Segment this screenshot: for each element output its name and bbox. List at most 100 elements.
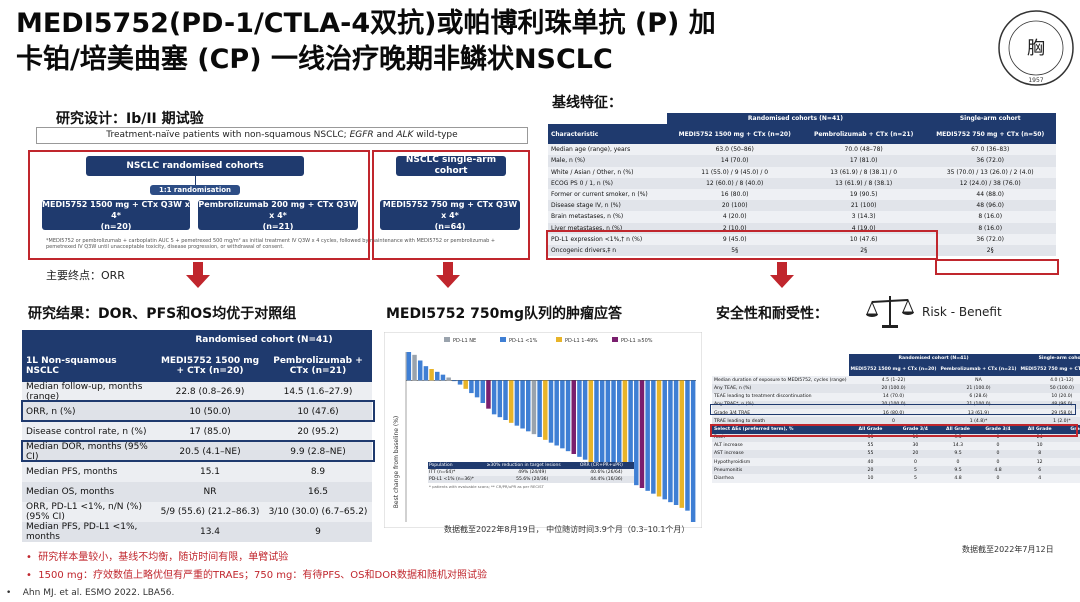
efficacy-corner [22, 330, 156, 350]
cell: 36 (72.0) [924, 233, 1056, 245]
cell: 0 [977, 474, 1019, 483]
waterfall-bar [463, 380, 468, 389]
table-row: Median age (range), years 63.0 (50–86) 70.… [548, 144, 1056, 156]
cell: 10 [848, 474, 893, 483]
cell: 63.0 (50–86) [666, 144, 803, 156]
waterfall-bar [423, 366, 429, 381]
waterfall-bar [480, 380, 486, 403]
cell: 4.8 [938, 474, 978, 483]
arm-b-box: Pembrolizumab 200 mg + CTx Q3W x 4* (n=21… [198, 200, 358, 231]
arm-b-line2: (n=21) [262, 221, 294, 231]
waterfall-bar [554, 380, 559, 446]
cell: 8 (16.0) [924, 211, 1056, 223]
waterfall-bar [469, 380, 474, 394]
cell: 24 [1018, 433, 1061, 442]
inset-footnote: * patients with evaluable scans; ** CR/P… [429, 484, 544, 489]
citation: • Ahn MJ. et al. ESMO 2022. LBA56. [6, 588, 175, 598]
population-and: and [373, 130, 397, 140]
cell: 0 [848, 417, 939, 426]
cell: Median age (range), years [548, 144, 667, 156]
cell: 55 [848, 433, 893, 442]
cell: Diarrhea [712, 474, 849, 483]
cell: Rash [712, 433, 849, 442]
cell: White / Asian / Other, n (%) [548, 166, 667, 178]
waterfall-chart: PD-L1 NE PD-L1 <1% PD-L1 1–49% PD-L1 ≥50% B… [384, 332, 702, 528]
table-row: Median duration of exposure to MEDI5752,… [712, 376, 1080, 385]
cell: 40 [848, 458, 893, 467]
waterfall-bar [628, 380, 633, 483]
waterfall-bar [406, 352, 412, 381]
cell: 21 (100) [802, 200, 925, 212]
cell: 20 (95.2) [264, 422, 372, 442]
legend-swatch [556, 337, 562, 342]
waterfall-bar [429, 369, 434, 381]
waterfall-bar [503, 380, 508, 420]
randomised-cohorts-box: NSCLC randomised cohorts [86, 156, 304, 176]
population-post: wild-type [413, 130, 458, 140]
arm-a-line1: MEDI5752 1500 mg + CTx Q3W x 4* [42, 199, 190, 220]
safety-group-single: Single-arm cohort [1018, 354, 1080, 363]
cell: 4.8 [977, 466, 1019, 475]
safety-group-rand: Randomised cohort (N=41) [848, 354, 1019, 363]
waterfall-bar [457, 380, 463, 385]
single-arm-cohort-box: NSCLC single-arm cohort [396, 155, 506, 176]
design-footnote: *MEDI5752 or pembrolizumab + carboplatin… [46, 238, 496, 250]
waterfall-inset-table: Population ≥30% reduction in target lesi… [428, 462, 634, 490]
discontinuation-highlight [710, 404, 1076, 415]
efficacy-col2: Pembrolizumab + CTx (n=21) [264, 350, 372, 382]
waterfall-bar [537, 380, 542, 437]
cell: 36 (72.0) [924, 155, 1056, 167]
cell: 20 (100) [666, 200, 803, 212]
single-line1: MEDI5752 750 mg + CTx Q3W x 4* [382, 199, 518, 220]
cell: 17 (81.0) [802, 155, 925, 167]
cell: 14.3 [938, 441, 978, 450]
cell: 49% (24/49) [518, 470, 547, 475]
slide-title-line2: 卡铂/培美曲塞 (CP) 一线治疗晚期非鳞状NSCLC [16, 44, 613, 75]
cell: 35 (70.0) / 13 (26.0) / 2 (4.0) [924, 166, 1056, 178]
waterfall-bar [651, 380, 656, 494]
safety-group-row: Randomised cohort (N=41) Single-arm coho… [712, 354, 1080, 363]
cell: 2 [1060, 466, 1080, 475]
cell: Hypothyroidism [712, 458, 849, 467]
waterfall-bar [634, 380, 639, 486]
cell: Median follow-up, months (range) [22, 382, 156, 402]
logo-year: 1957 [1028, 77, 1043, 84]
waterfall-bar [474, 380, 480, 398]
cell: 15.1 [156, 462, 264, 482]
inset-h0: Population [428, 462, 486, 469]
single-arm-frame [372, 150, 530, 260]
cell: 30 [892, 441, 939, 450]
cell: 8 [1018, 449, 1061, 459]
cell: ORR, PD-L1 <1%, n/N (%) (95% CI) [22, 502, 156, 522]
cell: 17 (85.0) [156, 422, 264, 442]
legend-label: PD-L1 1–49% [565, 338, 598, 344]
safety-col3: MEDI5752 750 mg + CTx (n=50) [1018, 362, 1080, 377]
cell: 0 [977, 441, 1019, 450]
table-row: Former or current smoker, n (%) 16 (80.0)… [548, 188, 1056, 201]
cell: Median OS, months [22, 482, 156, 502]
connector-line [195, 176, 196, 185]
cell: 6 [1018, 466, 1061, 475]
cell: NR [156, 482, 264, 502]
cell: 12 [1018, 458, 1061, 467]
cell: 22.8 (0.8–26.9) [156, 382, 264, 402]
cell: 5 [892, 466, 939, 475]
table-row: ECOG PS 0 / 1, n (%) 12 (60.0) / 8 (40.0)… [548, 177, 1056, 189]
table-row: Median PFS, PD-L1 <1%, months 13.4 9 [22, 522, 372, 542]
cell: 50 (100.0) [1018, 384, 1080, 393]
waterfall-ylabel: Best change from baseline (%) [393, 416, 400, 508]
design-population: Treatment-naïve patients with non-squamo… [36, 127, 528, 144]
slide-title: MEDI5752(PD-1/CTLA-4双抗)或帕博利珠单抗 (P) 加 卡铂/… [16, 6, 946, 78]
waterfall-bar [531, 380, 537, 435]
waterfall-bar [690, 380, 696, 522]
waterfall-bar [548, 380, 554, 443]
cell: 5 [892, 474, 939, 483]
table-row: ORR, PD-L1 <1%, n/N (%) (95% CI) 5/9 (55.… [22, 502, 372, 522]
efficacy-table: Randomised cohort (N=41) 1L Non-squamous… [22, 330, 372, 542]
waterfall-bar [497, 380, 503, 418]
table-row: Median follow-up, months (range) 22.8 (0.… [22, 382, 372, 402]
safety-corner [712, 362, 849, 377]
legend-swatch [612, 337, 618, 342]
